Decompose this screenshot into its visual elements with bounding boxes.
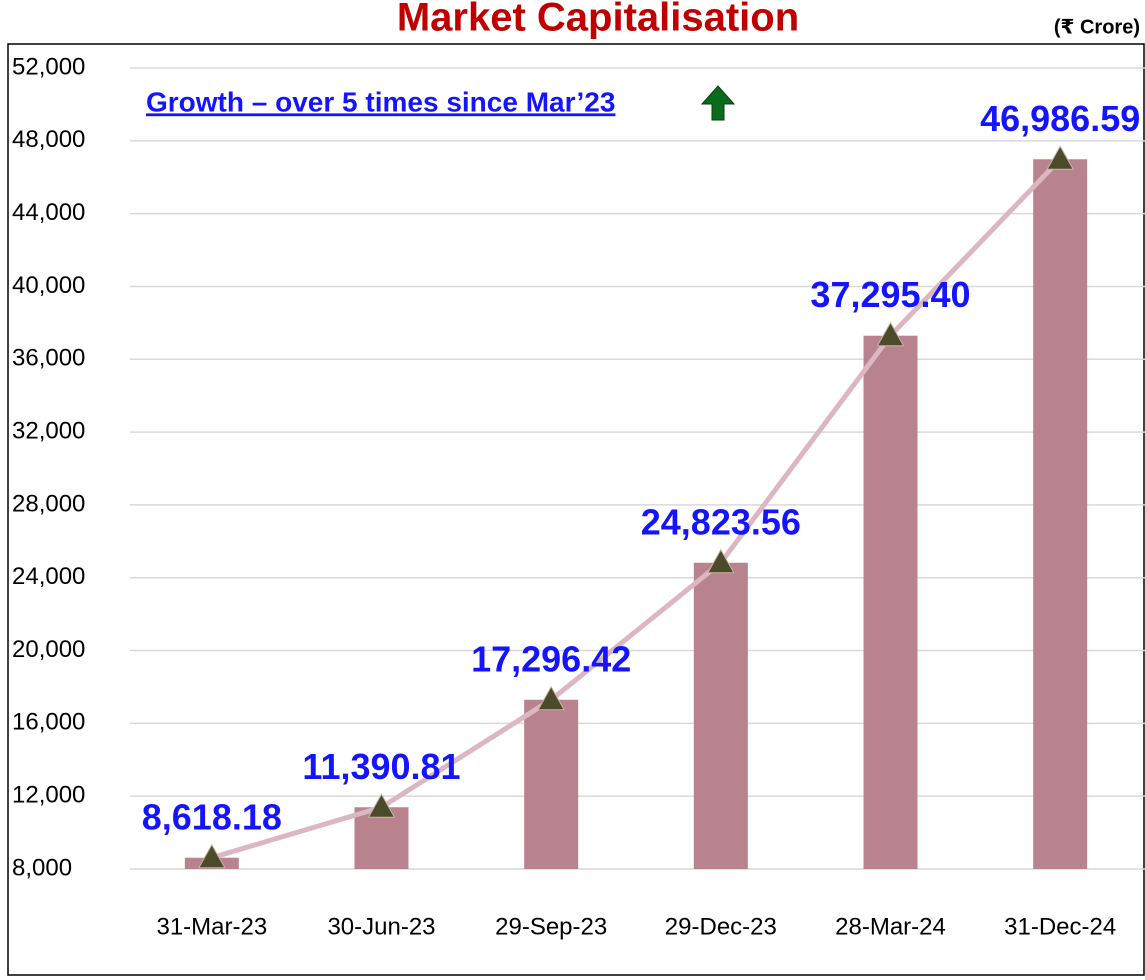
x-tick-label: 29-Dec-23 xyxy=(665,913,777,940)
y-tick-label: 16,000 xyxy=(12,709,85,736)
y-tick-label: 40,000 xyxy=(12,272,85,299)
marker xyxy=(1046,145,1075,170)
marker xyxy=(197,843,226,869)
data-label: 46,986.59 xyxy=(980,98,1140,139)
y-tick-label: 32,000 xyxy=(12,417,85,444)
data-label: 8,618.18 xyxy=(142,796,282,837)
y-tick-label: 28,000 xyxy=(12,490,85,517)
marker xyxy=(537,685,566,711)
x-tick-label: 29-Sep-23 xyxy=(495,913,607,940)
x-tick-label: 28-Mar-24 xyxy=(835,913,946,940)
y-tick-label: 52,000 xyxy=(12,53,85,80)
y-tick-label: 12,000 xyxy=(12,782,85,809)
marker xyxy=(367,793,396,818)
y-tick-label: 24,000 xyxy=(12,563,85,590)
bar xyxy=(693,562,748,869)
annotation: Growth – over 5 times since Mar’23 xyxy=(146,86,615,117)
bar xyxy=(863,335,918,869)
frame xyxy=(7,43,1145,976)
y-tick-label: 48,000 xyxy=(12,126,85,153)
bar xyxy=(524,699,579,869)
data-label: 37,295.40 xyxy=(810,274,970,315)
up-arrow xyxy=(700,85,736,121)
bar xyxy=(1033,159,1088,869)
data-label: 17,296.42 xyxy=(471,638,631,679)
data-label: 24,823.56 xyxy=(641,501,801,542)
marker xyxy=(876,321,905,347)
y-tick-label: 8,000 xyxy=(12,854,72,881)
y-tick-label: 20,000 xyxy=(12,636,85,663)
y-tick-label: 36,000 xyxy=(12,345,85,372)
x-tick-label: 30-Jun-23 xyxy=(327,913,435,940)
data-label: 11,390.81 xyxy=(302,746,460,787)
chart-title: Market Capitalisation xyxy=(397,0,799,40)
unit-label: (₹ Crore) xyxy=(1054,16,1140,38)
x-tick-label: 31-Mar-23 xyxy=(156,913,267,940)
y-tick-label: 44,000 xyxy=(12,199,85,226)
marker xyxy=(706,548,735,574)
trend-line xyxy=(211,157,1062,861)
x-tick-label: 31-Dec-24 xyxy=(1004,913,1116,940)
